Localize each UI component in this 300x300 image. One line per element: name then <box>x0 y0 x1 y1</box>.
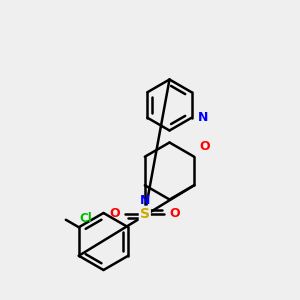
Text: O: O <box>109 207 120 220</box>
Text: N: N <box>198 111 208 124</box>
Text: S: S <box>140 207 150 221</box>
Text: Cl: Cl <box>79 212 92 225</box>
Text: N: N <box>140 194 150 207</box>
Text: O: O <box>170 207 180 220</box>
Text: O: O <box>200 140 210 153</box>
